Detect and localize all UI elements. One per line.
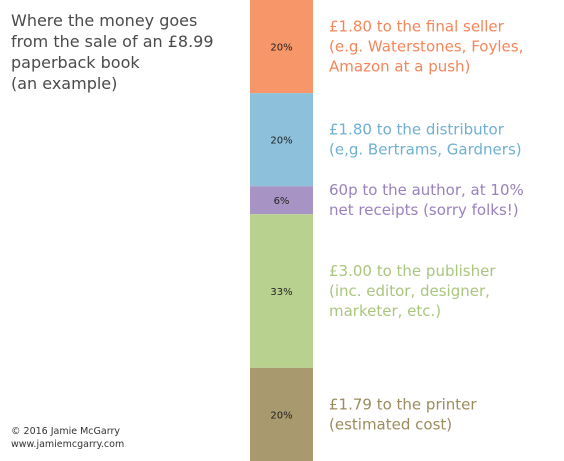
bar-segment-final-seller	[250, 0, 313, 94]
website-text: www.jamiemcgarry.com	[11, 439, 125, 450]
bar-segment-printer	[250, 367, 313, 461]
annotation-line: £1.79 to the printer	[329, 395, 477, 413]
annotation-final-seller: £1.80 to the final seller (e.g. Waterston…	[329, 18, 523, 76]
title-line: from the sale of an £8.99	[11, 32, 214, 51]
bar-segment-author	[250, 186, 313, 215]
annotation-line: (estimated cost)	[329, 415, 452, 433]
title-line: paperback book	[11, 53, 140, 72]
annotation-line: net receipts (sorry folks!)	[329, 201, 519, 219]
segment-percent-label: 20%	[270, 43, 292, 54]
annotation-author: 60p to the author, at 10% net receipts (s…	[329, 181, 524, 219]
annotation-line: £1.80 to the distributor	[329, 121, 505, 139]
segment-percent-label: 33%	[270, 287, 292, 298]
annotation-line: £1.80 to the final seller	[329, 18, 505, 36]
segment-percent-label: 20%	[270, 410, 292, 421]
title-line: (an example)	[11, 74, 118, 93]
annotation-publisher: £3.00 to the publisher (inc. editor, desi…	[329, 262, 496, 320]
annotation-distributor: £1.80 to the distributor (e,g. Bertrams, …	[329, 121, 522, 159]
annotation-line: Amazon at a push)	[329, 58, 470, 76]
title-line: Where the money goes	[11, 11, 198, 30]
credits: © 2016 Jamie McGarry www.jamiemcgarry.co…	[11, 425, 124, 451]
annotation-line: 60p to the author, at 10%	[329, 181, 524, 199]
annotation-line: £3.00 to the publisher	[329, 262, 496, 280]
annotation-line: (e.g. Waterstones, Foyles,	[329, 38, 523, 56]
annotation-line: marketer, etc.)	[329, 302, 441, 320]
annotation-printer: £1.79 to the printer (estimated cost)	[329, 395, 477, 433]
copyright-text: © 2016 Jamie McGarry	[11, 426, 120, 437]
annotation-line: (inc. editor, designer,	[329, 282, 490, 300]
bar-segment-publisher	[250, 214, 313, 368]
chart-title: Where the money goes from the sale of an…	[11, 10, 251, 94]
bar-segment-distributor	[250, 93, 313, 187]
segment-percent-label: 20%	[270, 136, 292, 147]
segment-percent-label: 6%	[274, 196, 290, 207]
annotation-line: (e,g. Bertrams, Gardners)	[329, 141, 522, 159]
